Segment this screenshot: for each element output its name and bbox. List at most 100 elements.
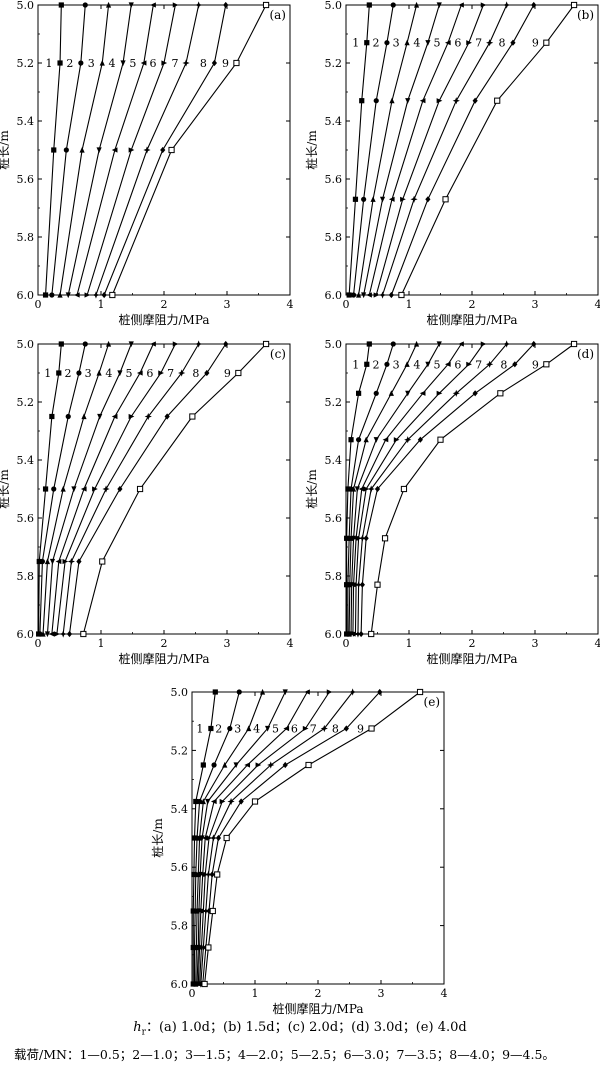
data-point — [227, 725, 233, 732]
data-point — [111, 413, 118, 420]
data-point — [202, 835, 208, 841]
data-point — [92, 291, 100, 299]
panel-label: (b) — [577, 8, 594, 22]
x-tick-label: 2 — [469, 637, 476, 650]
data-point — [570, 340, 578, 348]
data-point — [364, 40, 370, 46]
x-tick-label: 3 — [378, 987, 385, 1000]
series-label: 7 — [475, 37, 482, 50]
data-point — [67, 557, 75, 566]
data-point — [472, 390, 478, 397]
data-point — [227, 797, 235, 806]
data-point — [355, 581, 363, 589]
data-point — [543, 39, 550, 46]
series-2: 2 — [350, 2, 396, 298]
data-point — [348, 535, 354, 541]
y-tick-label: 5.2 — [17, 57, 35, 70]
series-5: 5 — [366, 2, 464, 298]
data-point — [42, 486, 49, 492]
x-axis-title: 桩侧摩阻力/MPa — [426, 312, 517, 327]
data-point — [358, 534, 366, 542]
series-6: 6 — [84, 2, 179, 298]
series-line — [354, 343, 484, 635]
series-label: 4 — [253, 723, 260, 736]
series-8: 8 — [200, 688, 383, 988]
data-point — [60, 485, 66, 492]
data-point — [356, 390, 362, 396]
y-axis-title: 桩长/m — [150, 818, 165, 858]
series-3: 3 — [193, 688, 266, 987]
data-point — [117, 370, 123, 377]
data-point — [400, 485, 408, 493]
data-point — [62, 558, 69, 565]
data-point — [209, 907, 216, 915]
data-point — [160, 146, 166, 154]
data-point — [189, 413, 196, 420]
series-label: 7 — [167, 367, 174, 380]
x-tick-label: 2 — [161, 637, 168, 650]
y-axis-title: 桩长/m — [0, 130, 11, 170]
series-5: 5 — [73, 2, 156, 298]
data-point — [44, 558, 51, 565]
data-point — [425, 361, 431, 368]
data-point — [150, 341, 156, 347]
series-9: 9 — [368, 340, 578, 638]
data-point — [178, 369, 186, 377]
data-point — [503, 1, 511, 9]
data-point — [96, 369, 102, 376]
data-point — [140, 60, 147, 66]
y-tick-label: 5.8 — [17, 570, 35, 583]
y-tick-label: 5.4 — [17, 454, 35, 467]
series-label: 4 — [109, 57, 116, 70]
series-line — [39, 343, 86, 635]
x-tick-label: 2 — [315, 987, 322, 1000]
data-point — [59, 630, 67, 638]
data-point — [44, 631, 51, 638]
x-tick-label: 3 — [224, 298, 231, 311]
load-caption: 载荷/MN：1—0.5；2—1.0；3—1.5；4—2.0；5—2.5；6—3.… — [14, 1047, 555, 1062]
data-point — [361, 196, 367, 202]
data-point — [205, 944, 212, 951]
data-point — [267, 761, 275, 769]
data-point — [480, 2, 487, 8]
y-tick-label: 6.0 — [17, 628, 35, 641]
data-point — [444, 40, 451, 46]
data-point — [71, 486, 77, 493]
data-point — [404, 361, 410, 367]
data-point — [348, 437, 354, 443]
data-point — [466, 40, 472, 46]
data-point — [208, 725, 214, 732]
hr-caption: hr：(a) 1.0d；(b) 1.5d；(c) 2.0d；(d) 3.0d；(… — [0, 1016, 600, 1038]
data-point — [282, 689, 288, 696]
x-tick-label: 4 — [595, 637, 600, 650]
series-line — [382, 4, 508, 296]
data-point — [238, 798, 244, 805]
series-line — [103, 4, 227, 296]
x-tick-label: 3 — [224, 637, 231, 650]
data-point — [361, 292, 367, 299]
data-point — [164, 413, 170, 420]
data-point — [326, 689, 333, 695]
data-point — [73, 292, 80, 298]
x-tick-label: 1 — [252, 987, 259, 1000]
data-point — [390, 2, 396, 8]
data-point — [531, 340, 537, 348]
data-point — [211, 59, 217, 67]
y-axis-title: 桩长/m — [0, 469, 11, 509]
series-9: 9 — [398, 1, 578, 299]
data-point — [419, 390, 426, 396]
data-point — [378, 291, 387, 299]
plot-frame — [345, 343, 599, 635]
data-point — [368, 725, 375, 732]
series-line — [67, 4, 132, 296]
chart-panel-5: 0 1 2 3 45.05.25.45.65.86.0桩侧摩阻力/MPa桩长/m(e)1… — [150, 686, 448, 1016]
series-label: 1 — [196, 723, 203, 736]
data-point — [97, 413, 103, 420]
data-point — [366, 2, 372, 8]
series-label: 8 — [500, 358, 507, 371]
x-tick-label: 0 — [343, 637, 350, 650]
data-point — [543, 361, 550, 368]
y-tick-label: 5.0 — [325, 338, 343, 351]
series-line — [51, 343, 154, 635]
data-point — [374, 581, 381, 588]
